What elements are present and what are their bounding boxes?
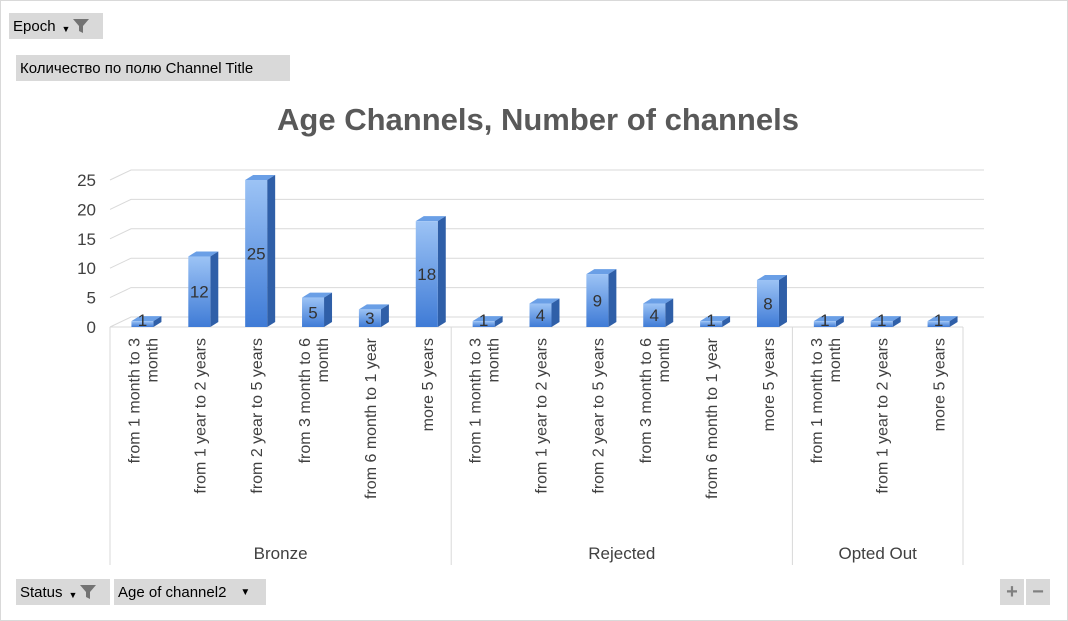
x-tick-label: from 2 year to 5 years — [590, 338, 607, 494]
minus-icon: − — [1032, 580, 1044, 603]
value-field-label: Количество по полю Channel Title — [20, 59, 254, 77]
status-filter-label: Status — [20, 583, 63, 601]
funnel-icon — [73, 19, 90, 33]
x-tick-label: more 5 years — [761, 338, 778, 431]
bar[interactable] — [131, 316, 162, 327]
y-tick-label: 5 — [87, 289, 96, 308]
data-label: 4 — [649, 306, 658, 325]
data-label: 12 — [190, 283, 209, 302]
group-label: Rejected — [588, 544, 655, 563]
bar[interactable] — [756, 274, 787, 327]
expand-field-button[interactable]: + — [1000, 579, 1024, 605]
bar[interactable] — [813, 316, 844, 327]
data-label: 1 — [820, 311, 829, 330]
bar[interactable] — [358, 304, 389, 327]
data-label: 1 — [877, 311, 886, 330]
bar[interactable] — [870, 316, 901, 327]
chevron-down-icon: ▼ — [240, 586, 251, 598]
gridline — [109, 257, 984, 269]
x-tick-label: from 1 month to 3month — [809, 338, 844, 463]
x-tick-label: from 1 year to 2 years — [875, 338, 892, 494]
bar[interactable] — [927, 316, 958, 327]
gridline — [109, 228, 984, 240]
data-label: 1 — [138, 311, 147, 330]
bar[interactable] — [415, 216, 446, 327]
plus-icon: + — [1006, 580, 1018, 603]
data-label: 18 — [417, 265, 436, 284]
y-tick-label: 0 — [87, 318, 96, 337]
data-label: 8 — [763, 294, 772, 313]
collapse-field-button[interactable]: − — [1026, 579, 1050, 605]
data-label: 3 — [365, 309, 374, 328]
x-tick-label: from 2 year to 5 years — [249, 338, 266, 494]
x-tick-label: from 3 month to 6month — [638, 338, 673, 463]
y-tick-label: 25 — [77, 171, 96, 190]
data-label: 5 — [308, 303, 317, 322]
group-label: Opted Out — [838, 544, 917, 563]
chart-title: Age Channels, Number of channels — [277, 102, 799, 137]
bar[interactable] — [472, 316, 503, 327]
gridline — [109, 169, 984, 181]
value-field-button[interactable]: Количество по полю Channel Title — [16, 55, 290, 81]
epoch-filter-label: Epoch — [13, 17, 56, 35]
x-tick-label: from 3 month to 6month — [297, 338, 332, 463]
x-tick-label: from 6 month to 1 year — [363, 337, 380, 499]
gridline — [109, 287, 984, 299]
group-label: Bronze — [254, 544, 308, 563]
bar[interactable] — [245, 175, 276, 327]
bar[interactable] — [529, 298, 560, 327]
bar[interactable] — [700, 316, 731, 327]
x-axis: from 1 month to 3month from 1 year to 2 y… — [109, 327, 964, 565]
x-tick-label: from 6 month to 1 year — [704, 337, 721, 499]
gridline — [109, 198, 984, 210]
funnel-icon — [80, 585, 97, 599]
status-filter-button[interactable]: Status ▼ — [16, 579, 110, 605]
age-of-channel-label: Age of channel2 — [118, 583, 227, 601]
y-tick-label: 10 — [77, 259, 96, 278]
y-tick-label: 20 — [77, 200, 96, 219]
x-tick-label: more 5 years — [932, 338, 949, 431]
x-tick-label: from 1 year to 2 years — [534, 338, 551, 494]
data-label: 25 — [247, 245, 266, 264]
chevron-down-icon: ▼ — [61, 24, 71, 34]
bar[interactable] — [302, 292, 333, 327]
x-tick-label: more 5 years — [420, 338, 437, 431]
data-label: 1 — [934, 311, 943, 330]
data-label: 4 — [536, 306, 545, 325]
bar[interactable] — [188, 251, 219, 327]
y-tick-label: 15 — [77, 230, 96, 249]
gridline — [109, 316, 984, 328]
age-of-channel-axis-button[interactable]: Age of channel2 ▼ — [114, 579, 266, 605]
x-tick-label: from 1 month to 3month — [126, 338, 161, 463]
x-tick-label: from 1 month to 3month — [468, 338, 503, 463]
x-tick-label: from 1 year to 2 years — [192, 338, 209, 494]
bar[interactable] — [643, 298, 674, 327]
chevron-down-icon: ▼ — [68, 590, 78, 600]
data-label: 9 — [593, 292, 602, 311]
data-label: 1 — [706, 311, 715, 330]
bar[interactable] — [586, 269, 617, 327]
data-label: 1 — [479, 311, 488, 330]
epoch-filter-button[interactable]: Epoch ▼ — [9, 13, 103, 39]
y-axis: 0 5 10 15 20 25 — [77, 171, 96, 337]
